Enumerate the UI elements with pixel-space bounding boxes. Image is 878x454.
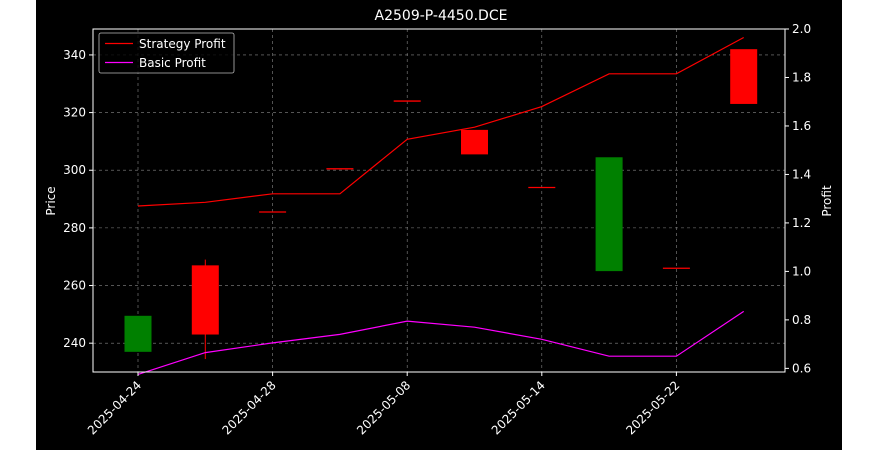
legend-label-strategy: Strategy Profit xyxy=(139,37,226,51)
y-axis-right-label: Profit xyxy=(820,185,834,217)
chart-title: A2509-P-4450.DCE xyxy=(375,8,508,24)
y-right-tick-label: 1.2 xyxy=(792,216,811,230)
x-tick-label: 2025-05-08 xyxy=(354,378,413,437)
x-tick-label: 2025-04-28 xyxy=(220,378,279,437)
legend-label-basic: Basic Profit xyxy=(139,56,206,70)
x-tick-label: 2025-04-24 xyxy=(85,378,144,437)
x-tick-label: 2025-05-14 xyxy=(489,378,548,437)
candle-body xyxy=(124,315,152,352)
y-right-tick-label: 0.6 xyxy=(792,361,811,375)
y-left-tick-label: 280 xyxy=(63,221,86,235)
y-right-tick-label: 1.6 xyxy=(792,119,811,133)
candle-body xyxy=(730,49,758,104)
y-left-tick-label: 340 xyxy=(63,48,86,62)
y-right-tick-label: 0.8 xyxy=(792,313,811,327)
candle-body xyxy=(595,157,623,272)
y-left-tick-label: 240 xyxy=(63,336,86,350)
y-right-tick-label: 1.0 xyxy=(792,264,811,278)
y-right-tick-label: 1.8 xyxy=(792,70,811,84)
y-left-tick-label: 260 xyxy=(63,279,86,293)
y-right-tick-label: 1.4 xyxy=(792,167,811,181)
chart-svg: A2509-P-4450.DCE Price Profit 240 260 280 3… xyxy=(44,8,834,437)
candle-body xyxy=(191,265,219,335)
y-axis-left-label: Price xyxy=(44,186,58,215)
candle-body xyxy=(461,129,488,155)
axis-ticks: 240 260 280 300 320 340 0.6 0.8 1.0 1.2 1.4 1.6 1.8 2… xyxy=(63,22,811,437)
candlesticks xyxy=(124,49,758,360)
profit-lines xyxy=(137,36,745,375)
strategy-profit-line xyxy=(137,36,744,207)
plot-frame xyxy=(92,28,786,373)
y-left-tick-label: 300 xyxy=(63,163,86,177)
x-tick-label: 2025-05-22 xyxy=(623,378,682,437)
legend: Strategy Profit Basic Profit xyxy=(98,32,235,74)
chart-figure: A2509-P-4450.DCE Price Profit 240 260 280 3… xyxy=(36,0,842,450)
y-right-tick-label: 2.0 xyxy=(792,22,811,36)
basic-profit-line xyxy=(137,310,745,375)
y-left-tick-label: 320 xyxy=(63,106,86,120)
